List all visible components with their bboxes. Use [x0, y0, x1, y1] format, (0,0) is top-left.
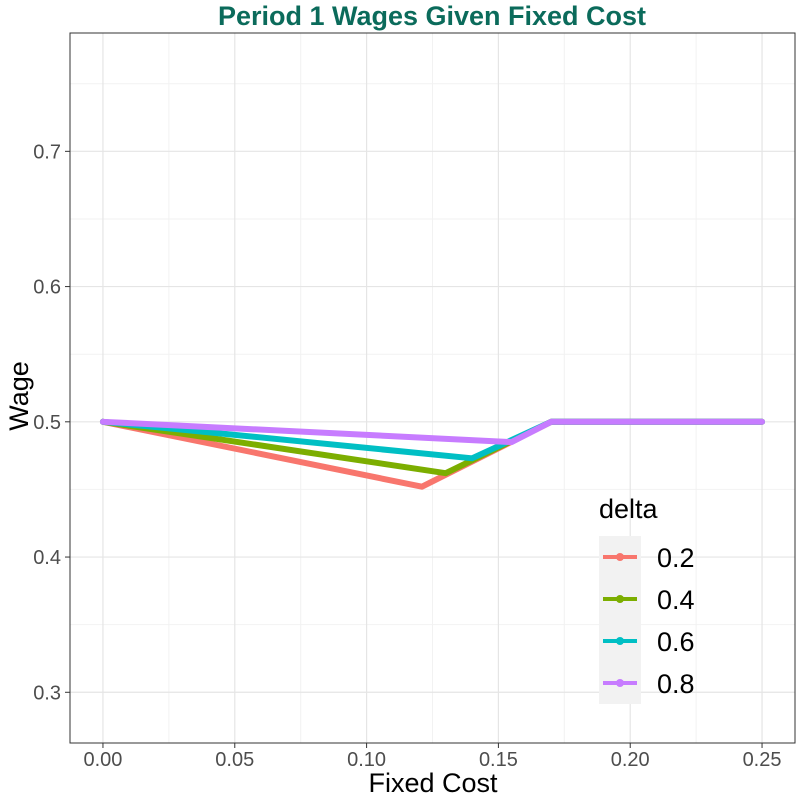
y-tick-label: 0.7 — [33, 141, 61, 163]
legend-key-point — [616, 679, 624, 687]
legend-label: 0.8 — [657, 669, 695, 699]
x-tick-label: 0.15 — [479, 749, 518, 771]
legend: delta 0.2 0.4 0.6 0.8 — [599, 494, 695, 704]
legend-item-0.2: 0.2 — [599, 536, 695, 578]
legend-key-point — [616, 595, 624, 603]
x-axis-title: Fixed Cost — [368, 768, 498, 798]
legend-item-0.4: 0.4 — [599, 578, 695, 620]
grid — [70, 33, 795, 743]
series-lines — [99, 418, 766, 490]
legend-key-point — [616, 553, 624, 561]
y-axis-title: Wage — [4, 361, 34, 431]
y-tick-label: 0.6 — [33, 277, 61, 299]
series-line-0.8 — [99, 418, 766, 446]
plot-panel-border — [69, 32, 796, 744]
x-tick-label: 0.10 — [347, 749, 386, 771]
legend-title: delta — [599, 494, 659, 524]
y-tick-label: 0.4 — [33, 547, 61, 569]
legend-label: 0.6 — [657, 627, 695, 657]
legend-label: 0.4 — [657, 585, 695, 615]
legend-item-0.6: 0.6 — [599, 620, 695, 662]
tick-labels: 0.00 0.05 0.10 0.15 0.20 0.25 0.3 0.4 0.5 0.6 0.7 — [33, 141, 781, 771]
x-tick-label: 0.20 — [611, 749, 650, 771]
x-tick-label: 0.05 — [215, 749, 254, 771]
x-tick-label: 0.25 — [743, 749, 782, 771]
legend-label: 0.2 — [657, 543, 695, 573]
y-tick-label: 0.5 — [33, 412, 61, 434]
x-tick-label: 0.00 — [83, 749, 122, 771]
legend-item-0.8: 0.8 — [599, 662, 695, 704]
y-tick-label: 0.3 — [33, 682, 61, 704]
legend-key-point — [616, 637, 624, 645]
chart-title: Period 1 Wages Given Fixed Cost — [218, 1, 646, 31]
